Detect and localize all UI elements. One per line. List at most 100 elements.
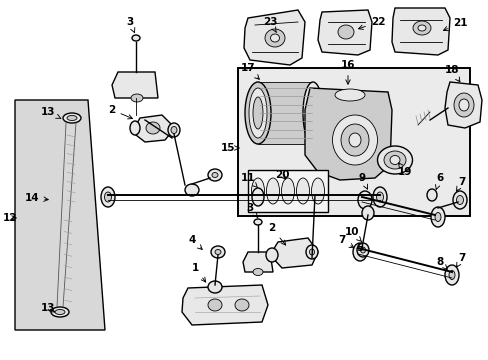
Ellipse shape	[453, 93, 473, 117]
Ellipse shape	[215, 249, 221, 255]
Text: 10: 10	[344, 227, 361, 242]
Ellipse shape	[444, 265, 458, 285]
Text: 6: 6	[435, 173, 443, 189]
Text: 7: 7	[456, 253, 465, 267]
Text: 13: 13	[41, 303, 55, 313]
Text: 1: 1	[191, 263, 205, 282]
Ellipse shape	[244, 82, 270, 144]
Ellipse shape	[434, 212, 440, 221]
Text: 9: 9	[358, 173, 367, 189]
Text: 8: 8	[435, 257, 447, 269]
Ellipse shape	[184, 184, 199, 196]
Ellipse shape	[337, 25, 353, 39]
Text: 5: 5	[356, 243, 363, 253]
Polygon shape	[112, 72, 158, 98]
Ellipse shape	[63, 113, 81, 123]
Ellipse shape	[265, 248, 278, 262]
Ellipse shape	[207, 281, 222, 293]
Ellipse shape	[412, 21, 430, 35]
Ellipse shape	[360, 247, 365, 253]
Ellipse shape	[334, 89, 364, 101]
Ellipse shape	[168, 123, 180, 137]
Text: 22: 22	[358, 17, 385, 30]
Text: 11: 11	[240, 173, 257, 188]
Text: 18: 18	[444, 65, 459, 82]
Text: 23: 23	[262, 17, 277, 32]
Ellipse shape	[264, 29, 285, 47]
Ellipse shape	[305, 245, 317, 259]
Ellipse shape	[266, 178, 279, 204]
Polygon shape	[244, 10, 305, 65]
Polygon shape	[305, 88, 391, 180]
Ellipse shape	[296, 178, 309, 204]
Text: 2: 2	[268, 223, 285, 245]
Ellipse shape	[430, 207, 444, 227]
Ellipse shape	[252, 269, 263, 275]
Text: 13: 13	[41, 107, 61, 118]
Ellipse shape	[67, 116, 77, 121]
Polygon shape	[243, 252, 272, 272]
Ellipse shape	[352, 243, 366, 261]
Ellipse shape	[340, 124, 368, 156]
Polygon shape	[391, 8, 449, 55]
Ellipse shape	[356, 243, 368, 257]
Bar	[238, 68, 469, 216]
Polygon shape	[269, 238, 317, 268]
Ellipse shape	[235, 299, 248, 311]
Ellipse shape	[348, 133, 360, 147]
Ellipse shape	[281, 178, 294, 204]
Ellipse shape	[332, 115, 377, 165]
Ellipse shape	[146, 122, 160, 134]
Ellipse shape	[55, 310, 65, 315]
Polygon shape	[15, 100, 105, 330]
Text: 3: 3	[246, 203, 258, 218]
Text: 17: 17	[240, 63, 259, 79]
Text: 7: 7	[456, 177, 465, 191]
Ellipse shape	[357, 191, 371, 209]
Ellipse shape	[361, 206, 373, 220]
Ellipse shape	[251, 178, 264, 204]
Ellipse shape	[210, 246, 224, 258]
Ellipse shape	[130, 121, 140, 135]
Ellipse shape	[104, 192, 111, 202]
Ellipse shape	[171, 126, 177, 134]
Ellipse shape	[309, 249, 314, 255]
Text: 16: 16	[340, 60, 354, 84]
Ellipse shape	[251, 188, 264, 206]
Text: 3: 3	[126, 17, 135, 33]
Text: 12: 12	[3, 213, 17, 223]
Ellipse shape	[131, 94, 142, 102]
Ellipse shape	[426, 189, 436, 201]
Ellipse shape	[377, 146, 412, 174]
Text: 21: 21	[443, 18, 467, 31]
Ellipse shape	[448, 270, 454, 279]
Ellipse shape	[51, 307, 69, 317]
Text: 4: 4	[188, 235, 202, 249]
Ellipse shape	[207, 169, 222, 181]
Text: 19: 19	[397, 163, 411, 177]
Polygon shape	[132, 115, 175, 142]
Ellipse shape	[458, 99, 468, 111]
Ellipse shape	[372, 187, 386, 207]
Ellipse shape	[452, 191, 466, 209]
Ellipse shape	[311, 178, 324, 204]
Text: 7: 7	[338, 235, 353, 248]
Ellipse shape	[270, 34, 279, 42]
Ellipse shape	[252, 97, 263, 129]
Ellipse shape	[383, 151, 405, 169]
Text: 20: 20	[274, 170, 289, 180]
Ellipse shape	[389, 156, 399, 165]
Ellipse shape	[376, 192, 383, 202]
Ellipse shape	[417, 25, 425, 31]
Polygon shape	[182, 285, 267, 325]
Ellipse shape	[132, 35, 140, 41]
Polygon shape	[317, 10, 371, 55]
Bar	[258, 82, 312, 144]
Ellipse shape	[253, 219, 262, 225]
Ellipse shape	[248, 88, 266, 138]
Ellipse shape	[303, 82, 323, 144]
Text: 2: 2	[108, 105, 132, 119]
Ellipse shape	[212, 172, 218, 177]
Text: 15: 15	[220, 143, 239, 153]
Ellipse shape	[306, 89, 318, 137]
